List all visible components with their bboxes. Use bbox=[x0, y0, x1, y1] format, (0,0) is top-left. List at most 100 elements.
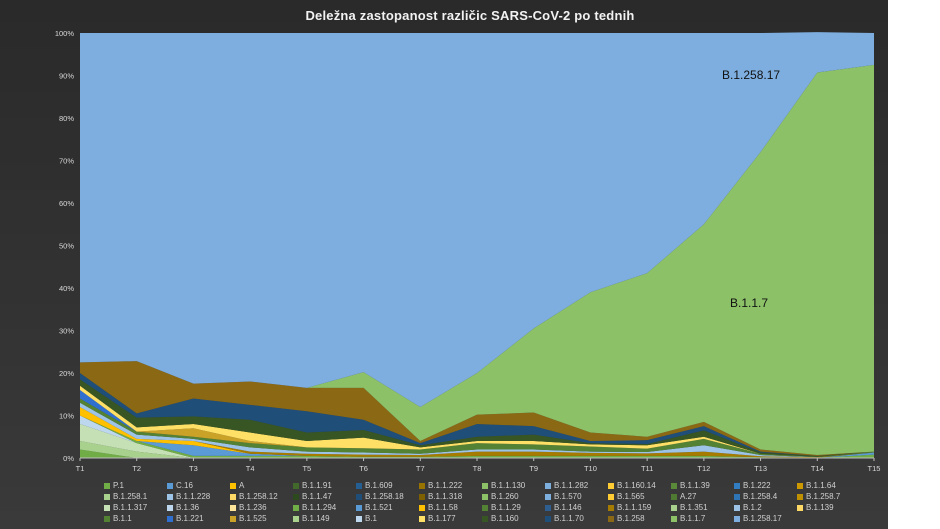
legend-item: B.1.258.4 bbox=[734, 492, 777, 501]
legend-label: B.1.222 bbox=[743, 481, 771, 490]
y-tick-label: 20% bbox=[59, 369, 74, 378]
legend-item: B.1.525 bbox=[230, 514, 267, 523]
legend-item: B.1.160.14 bbox=[608, 481, 656, 490]
legend-item: B.1.351 bbox=[671, 503, 708, 512]
x-tick-label: T2 bbox=[132, 464, 141, 473]
legend-swatch bbox=[797, 493, 803, 500]
legend-item: B.1.1.7 bbox=[671, 514, 705, 523]
legend-item: B.1.1.294 bbox=[293, 503, 336, 512]
legend-swatch bbox=[104, 515, 110, 522]
area-B-1-1-7 bbox=[80, 64, 874, 456]
legend-swatch bbox=[545, 504, 551, 511]
x-tick-label: T13 bbox=[754, 464, 767, 473]
legend-label: B.1.260 bbox=[491, 492, 519, 501]
legend-label: B.1.1.29 bbox=[491, 503, 521, 512]
legend-item: B.1.1.39 bbox=[671, 481, 710, 490]
y-tick-label: 80% bbox=[59, 114, 74, 123]
legend-swatch bbox=[797, 482, 803, 489]
legend-label: B.1.1.70 bbox=[554, 514, 584, 523]
legend-item: B.1.2 bbox=[734, 503, 762, 512]
legend-swatch bbox=[545, 493, 551, 500]
legend-item: B.1.1.159 bbox=[608, 503, 651, 512]
legend-swatch bbox=[545, 515, 551, 522]
legend-label: B.1.258 bbox=[617, 514, 645, 523]
legend-label: B.1.236 bbox=[239, 503, 267, 512]
legend-swatch bbox=[482, 482, 488, 489]
legend-label: B.1.258.1 bbox=[113, 492, 148, 501]
legend-label: B.1.1.39 bbox=[680, 481, 710, 490]
legend-swatch bbox=[293, 515, 299, 522]
legend-label: B.1.1.282 bbox=[554, 481, 589, 490]
legend-item: P.1 bbox=[104, 481, 124, 490]
x-tick-label: T8 bbox=[473, 464, 482, 473]
legend-label: B.1.1.47 bbox=[302, 492, 332, 501]
x-tick-label: T15 bbox=[868, 464, 881, 473]
legend-swatch bbox=[293, 482, 299, 489]
x-tick-label: T6 bbox=[359, 464, 368, 473]
legend-label: B.1.258.7 bbox=[806, 492, 841, 501]
legend-label: B.1.177 bbox=[428, 514, 456, 523]
annotation-label: B.1.1.7 bbox=[730, 296, 768, 310]
legend-item: C.16 bbox=[167, 481, 193, 490]
legend-item: B.1.609 bbox=[356, 481, 393, 490]
legend-label: B.1.521 bbox=[365, 503, 393, 512]
legend-label: B.1.351 bbox=[680, 503, 708, 512]
legend-label: B.1.221 bbox=[176, 514, 204, 523]
legend-label: B.1.1.64 bbox=[806, 481, 836, 490]
legend-label: A bbox=[239, 481, 245, 490]
legend-swatch bbox=[608, 515, 614, 522]
legend-item: B.1.36 bbox=[167, 503, 199, 512]
legend-swatch bbox=[419, 515, 425, 522]
legend-item: B.1.177 bbox=[419, 514, 456, 523]
legend-item: B.1.1.91 bbox=[293, 481, 332, 490]
x-tick-label: T7 bbox=[416, 464, 425, 473]
legend-item: B.1.160 bbox=[482, 514, 519, 523]
legend-label: B.1.1.91 bbox=[302, 481, 332, 490]
legend-swatch bbox=[734, 482, 740, 489]
legend-item: B.1.258.1 bbox=[104, 492, 147, 501]
legend-swatch bbox=[356, 504, 362, 511]
legend-swatch bbox=[482, 504, 488, 511]
legend-swatch bbox=[104, 493, 110, 500]
legend-item: B.1.146 bbox=[545, 503, 582, 512]
legend-label: B.1.258.12 bbox=[239, 492, 278, 501]
legend-item: B.1.258.7 bbox=[797, 492, 840, 501]
legend-item: B.1.139 bbox=[797, 503, 834, 512]
area-B-1-160 bbox=[80, 379, 874, 457]
legend-swatch bbox=[230, 515, 236, 522]
legend-item: B.1.221 bbox=[167, 514, 204, 523]
legend-swatch bbox=[356, 515, 362, 522]
legend-item: B.1 bbox=[356, 514, 377, 523]
y-tick-label: 70% bbox=[59, 157, 74, 166]
legend-label: B.1.1.130 bbox=[491, 481, 526, 490]
y-tick-label: 10% bbox=[59, 412, 74, 421]
legend-item: B.1.1.64 bbox=[797, 481, 836, 490]
x-tick-label: T11 bbox=[641, 464, 653, 473]
legend-item: B.1.236 bbox=[230, 503, 267, 512]
legend-item: B.1.258 bbox=[608, 514, 645, 523]
legend-label: B.1.160 bbox=[491, 514, 519, 523]
legend-swatch bbox=[482, 493, 488, 500]
legend-label: C.16 bbox=[176, 481, 193, 490]
legend-label: B.1.258.4 bbox=[743, 492, 778, 501]
y-tick-label: 90% bbox=[59, 72, 74, 81]
legend-swatch bbox=[167, 504, 173, 511]
x-tick-label: T3 bbox=[189, 464, 198, 473]
legend-label: B.1.1.317 bbox=[113, 503, 148, 512]
legend-label: B.1.1.294 bbox=[302, 503, 337, 512]
legend-label: B.1.1.58 bbox=[428, 503, 458, 512]
legend-swatch bbox=[608, 493, 614, 500]
legend-swatch bbox=[419, 482, 425, 489]
legend-label: B.1.139 bbox=[806, 503, 834, 512]
legend-label: B.1.525 bbox=[239, 514, 267, 523]
x-tick-label: T1 bbox=[76, 464, 85, 473]
area-B-1-177 bbox=[80, 385, 874, 457]
area-B-1-258-17 bbox=[80, 32, 874, 408]
legend-item: B.1.1.47 bbox=[293, 492, 332, 501]
legend-item: B.1.1.317 bbox=[104, 503, 147, 512]
legend-swatch bbox=[104, 504, 110, 511]
legend-label: B.1.36 bbox=[176, 503, 200, 512]
legend-label: B.1.1.318 bbox=[428, 492, 463, 501]
x-tick-label: T5 bbox=[302, 464, 311, 473]
legend-swatch bbox=[608, 482, 614, 489]
